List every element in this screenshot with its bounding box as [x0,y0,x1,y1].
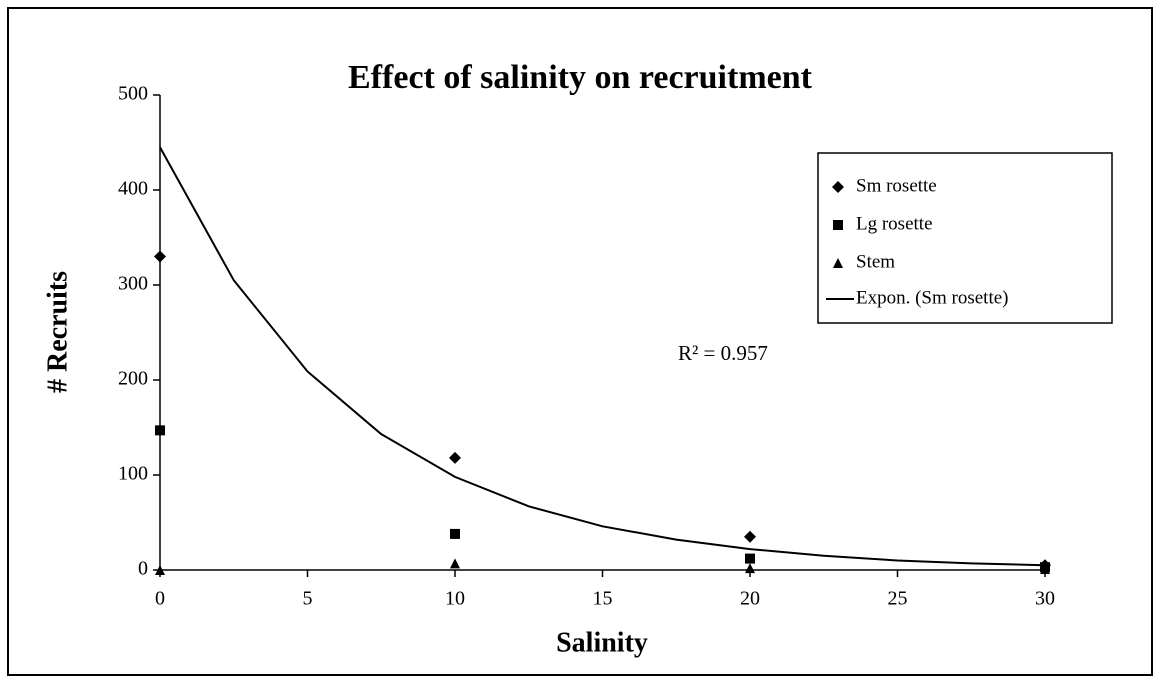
chart-border [7,7,1153,676]
marker-square [155,425,165,436]
legend-marker [833,220,843,230]
x-tick-label: 15 [593,588,613,610]
marker-triangle [1040,564,1050,575]
marker-triangle [155,565,165,575]
legend [817,152,1113,324]
x-tick-label: 30 [1035,588,1055,610]
x-tick-label: 5 [303,588,313,610]
marker-square [745,553,755,564]
marker-square [450,528,460,539]
y-tick-label: 100 [118,463,148,485]
trendline [159,146,1046,567]
y-tick-label: 300 [118,273,148,295]
legend-label: Stem [856,251,895,272]
marker-diamond [154,250,166,263]
y-tick-label: 400 [118,178,148,200]
x-tick-label: 20 [740,588,760,610]
marker-diamond [744,530,756,543]
y-axis-label: # Recruits [42,271,73,393]
x-tick-label: 10 [445,588,465,610]
x-tick-label: 0 [155,588,165,610]
legend-label: Expon. (Sm rosette) [856,287,1009,308]
x-tick-label: 25 [888,588,908,610]
marker-triangle [745,563,755,574]
x-axis-label: Salinity [556,627,648,658]
y-tick-label: 200 [118,368,148,390]
y-tick-label: 0 [138,558,148,580]
annotation: R² = 0.957 [678,341,768,365]
chart-title: Effect of salinity on recruitment [348,59,813,96]
legend-label: Lg rosette [856,213,933,234]
legend-label: Sm rosette [856,175,937,196]
marker-triangle [450,558,460,569]
legend-marker [833,258,843,268]
y-tick-label: 500 [118,83,148,105]
marker-diamond [449,451,461,464]
legend-marker [832,181,844,193]
